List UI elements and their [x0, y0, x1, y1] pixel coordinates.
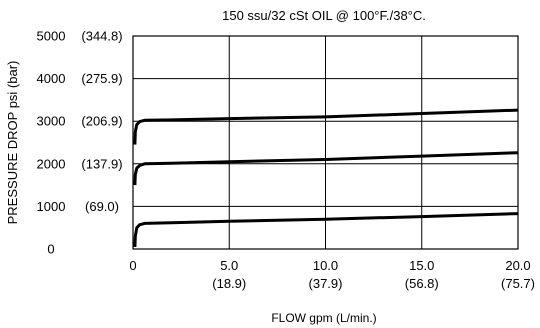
y-tick-label: 5000 — [37, 29, 66, 44]
y-tick-sublabel: (344.8) — [81, 29, 122, 44]
x-axis-ticks: 0 5.0 (18.9) 10.0 (37.9) 15.0 (56.8) 20.0 (75.7) — [129, 258, 535, 291]
x-tick-sublabel: (56.8) — [405, 276, 439, 291]
series-line-1 — [133, 212, 519, 247]
series-line-3 — [133, 108, 519, 145]
x-tick-label: 0 — [129, 258, 136, 273]
x-tick-sublabel: (37.9) — [309, 276, 343, 291]
plot-area-frame — [132, 35, 519, 250]
y-axis-ticks: 0 1000 (69.0) 2000 (137.9) 3000 (206.9) 4000 (27… — [37, 29, 123, 257]
x-tick-sublabel: (75.7) — [501, 276, 535, 291]
y-tick-label: 4000 — [37, 71, 66, 86]
x-tick-sublabel: (18.9) — [212, 276, 246, 291]
x-tick-label: 10.0 — [313, 258, 338, 273]
y-axis-label: PRESSURE DROP psi (bar) — [5, 61, 20, 225]
x-tick-label: 15.0 — [409, 258, 434, 273]
series-lines — [133, 108, 519, 247]
y-tick-label: 3000 — [37, 114, 66, 129]
y-tick-label: 1000 — [37, 199, 66, 214]
y-tick-sublabel: (206.9) — [81, 114, 122, 129]
x-axis-label: FLOW gpm (L/min.) — [271, 311, 376, 325]
series-line-2 — [133, 151, 519, 186]
x-tick-label: 5.0 — [220, 258, 238, 273]
y-tick-label: 0 — [47, 242, 54, 257]
y-tick-sublabel: (69.0) — [85, 199, 119, 214]
y-tick-sublabel: (137.9) — [81, 156, 122, 171]
y-tick-label: 2000 — [37, 156, 66, 171]
grid-lines — [133, 36, 518, 249]
chart-title: 150 ssu/32 cSt OIL @ 100°F./38°C. — [222, 8, 426, 23]
y-tick-sublabel: (275.9) — [81, 71, 122, 86]
x-tick-label: 20.0 — [505, 258, 530, 273]
